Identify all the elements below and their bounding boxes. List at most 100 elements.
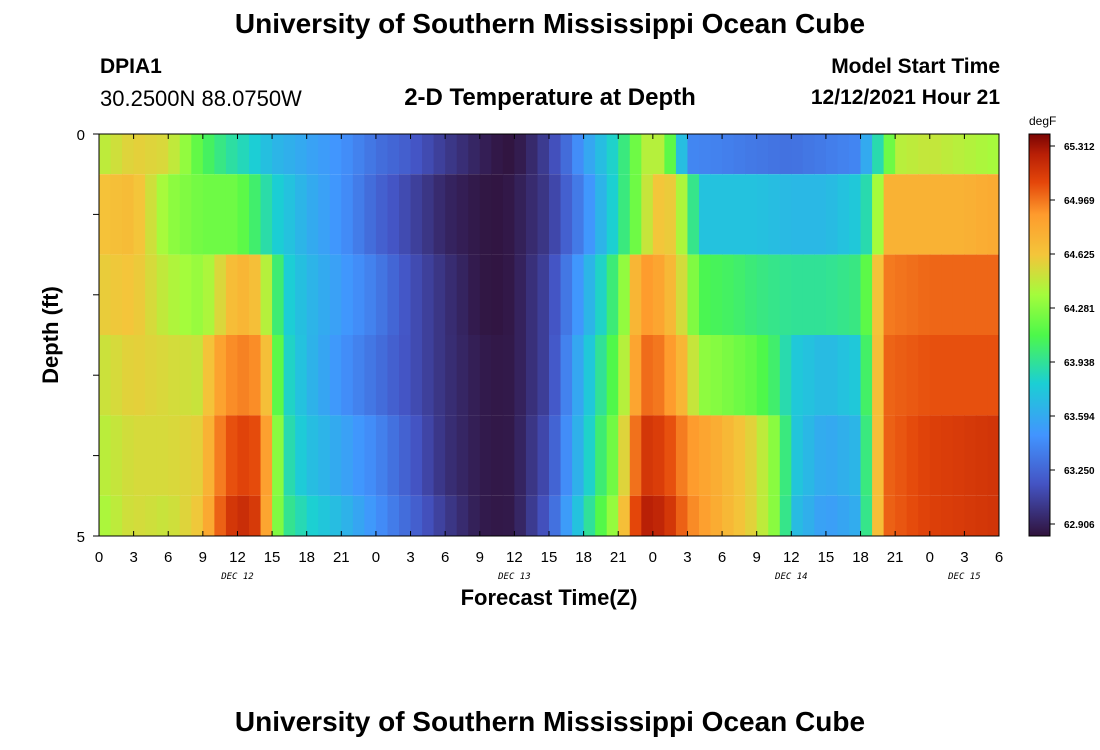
heatmap-cell (618, 415, 631, 496)
heatmap-cell (606, 174, 619, 255)
heatmap-cell (860, 254, 873, 335)
heatmap-cell (433, 134, 446, 175)
heatmap-cell (583, 415, 596, 496)
heatmap-cell (191, 415, 204, 496)
heatmap-cell (987, 134, 1000, 175)
heatmap-cell (941, 174, 954, 255)
heatmap-cell (572, 254, 585, 335)
colorbar-label: 62.906 (1064, 520, 1095, 531)
heatmap-cell (849, 335, 862, 416)
heatmap-cell (710, 174, 723, 255)
heatmap-cell (422, 415, 435, 496)
heatmap-cell (549, 415, 562, 496)
heatmap-cell (883, 415, 896, 496)
heatmap-cell (837, 174, 850, 255)
heatmap-cell (145, 134, 158, 175)
heatmap-cell (733, 495, 746, 536)
heatmap-cell (952, 495, 965, 536)
heatmap-cell (952, 335, 965, 416)
x-tick-label: 6 (995, 549, 1003, 566)
x-tick-label: 18 (575, 549, 592, 566)
heatmap-cell (675, 134, 688, 175)
heatmap-cell (318, 415, 331, 496)
heatmap-cell (156, 415, 169, 496)
colorbar-label: 65.312 (1064, 142, 1095, 153)
heatmap-cell (664, 335, 677, 416)
heatmap-cell (341, 495, 354, 536)
heatmap-cell (445, 134, 458, 175)
heatmap-cell (895, 495, 908, 536)
heatmap-cell (745, 415, 758, 496)
heatmap-cell (779, 415, 792, 496)
heatmap-cell (433, 254, 446, 335)
heatmap-cell (445, 254, 458, 335)
heatmap-cell (329, 254, 342, 335)
heatmap-cell (722, 134, 735, 175)
heatmap-cell (745, 174, 758, 255)
heatmap-cell (479, 495, 492, 536)
x-tick-label: 3 (129, 549, 137, 566)
heatmap-cell (918, 495, 931, 536)
heatmap-cell (618, 335, 631, 416)
heatmap-cell (179, 415, 192, 496)
y-tick-label: 5 (77, 529, 85, 546)
heatmap-cell (964, 495, 977, 536)
heatmap-cell (410, 254, 423, 335)
heatmap-cell (964, 254, 977, 335)
heatmap-cell (952, 254, 965, 335)
heatmap-cell (364, 174, 377, 255)
heatmap-cell (572, 335, 585, 416)
heatmap-cell (964, 335, 977, 416)
heatmap-cell (225, 174, 238, 255)
heatmap-cell (468, 174, 481, 255)
heatmap-cell (191, 174, 204, 255)
heatmap-cell (675, 495, 688, 536)
heatmap-cell (202, 134, 215, 175)
heatmap-cell (375, 254, 388, 335)
heatmap-cell (583, 495, 596, 536)
heatmap-cell (133, 134, 146, 175)
heatmap-cell (191, 254, 204, 335)
y-tick-label: 0 (77, 127, 85, 144)
heatmap-cell (306, 335, 319, 416)
heatmap-cell (583, 254, 596, 335)
heatmap-cell (445, 174, 458, 255)
heatmap-cell (306, 134, 319, 175)
heatmap-cell (179, 335, 192, 416)
heatmap-cell (560, 495, 573, 536)
heatmap-cell (883, 335, 896, 416)
heatmap-cell (156, 254, 169, 335)
heatmap-cell (306, 415, 319, 496)
x-tick-label: 15 (818, 549, 835, 566)
colorbar-label: 64.625 (1064, 250, 1095, 261)
heatmap-cell (595, 254, 608, 335)
heatmap-cell (941, 254, 954, 335)
heatmap-cell (133, 174, 146, 255)
x-tick-label: 3 (406, 549, 414, 566)
heatmap-cell (814, 254, 827, 335)
heatmap-cell (572, 415, 585, 496)
heatmap-cell (318, 134, 331, 175)
heatmap-cell (779, 335, 792, 416)
heatmap-cell (941, 134, 954, 175)
day-label: DEC 14 (774, 572, 808, 582)
heatmap-cell (295, 335, 308, 416)
model-start-value: 12/12/2021 Hour 21 (810, 86, 1000, 109)
heatmap-cell (410, 174, 423, 255)
heatmap-cell (468, 335, 481, 416)
heatmap-cell (872, 134, 885, 175)
heatmap-cell (699, 134, 712, 175)
heatmap-cell (283, 254, 296, 335)
heatmap-cell (179, 174, 192, 255)
heatmap-cell (768, 174, 781, 255)
heatmap-cell (352, 134, 365, 175)
heatmap-cell (225, 134, 238, 175)
heatmap-cell (364, 415, 377, 496)
heatmap-cell (537, 134, 550, 175)
heatmap-cell (560, 174, 573, 255)
heatmap-cell (537, 495, 550, 536)
heatmap-cell (849, 254, 862, 335)
heatmap-cell (756, 134, 769, 175)
heatmap-cell (560, 254, 573, 335)
heatmap-cell (583, 335, 596, 416)
